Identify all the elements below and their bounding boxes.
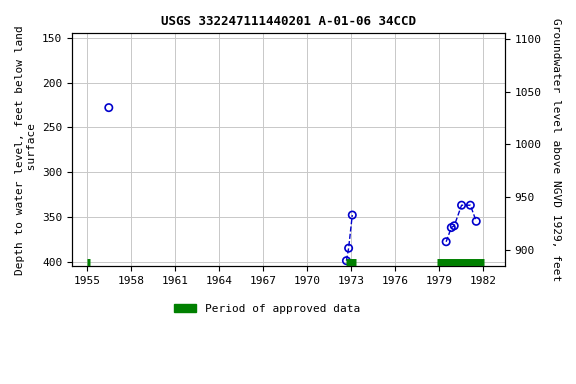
- Point: [450, 223, 459, 229]
- Point: [342, 258, 351, 264]
- Point: [472, 218, 481, 224]
- Point: [344, 245, 353, 251]
- Y-axis label: Depth to water level, feet below land
 surface: Depth to water level, feet below land su…: [15, 25, 37, 275]
- Y-axis label: Groundwater level above NGVD 1929, feet: Groundwater level above NGVD 1929, feet: [551, 18, 561, 281]
- Legend: Period of approved data: Period of approved data: [169, 300, 365, 319]
- Point: [457, 202, 466, 208]
- Point: [442, 239, 451, 245]
- Point: [104, 104, 113, 111]
- Point: [348, 212, 357, 218]
- Point: [446, 225, 456, 231]
- Title: USGS 332247111440201 A-01-06 34CCD: USGS 332247111440201 A-01-06 34CCD: [161, 15, 416, 28]
- Point: [466, 202, 475, 208]
